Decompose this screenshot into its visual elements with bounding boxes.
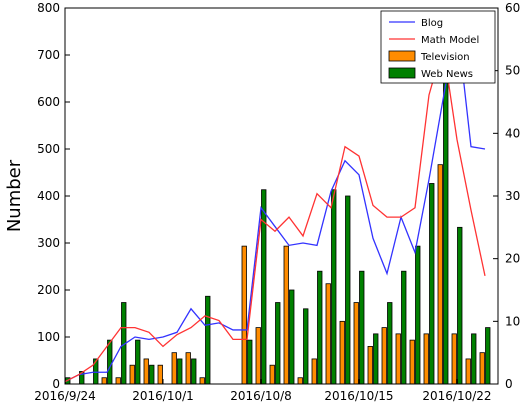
left-tick-label: 700 [37, 48, 60, 62]
bar-web-news [373, 333, 379, 385]
bar-web-news [317, 270, 323, 385]
bar-television [451, 333, 457, 385]
right-tick-label: 0 [505, 377, 513, 391]
x-tick-label: 2016/10/8 [230, 389, 292, 403]
bar-television [157, 364, 163, 385]
x-tick-label: 2016/10/15 [324, 389, 393, 403]
bar-web-news [485, 327, 491, 385]
bar-television [129, 364, 135, 385]
bar-television [437, 164, 443, 385]
legend-label-math-model: Math Model [421, 35, 479, 46]
legend-label-web-news: Web News [421, 69, 473, 80]
bar-web-news [457, 226, 463, 385]
bar-television [101, 377, 107, 385]
left-tick-label: 300 [37, 236, 60, 250]
bar-web-news [275, 302, 281, 385]
bar-television [199, 377, 205, 385]
right-tick-label: 60 [505, 1, 520, 15]
bar-television [171, 352, 177, 385]
bar-web-news [205, 295, 211, 385]
y-axis-label: Number [4, 159, 25, 232]
legend-label-blog: Blog [421, 18, 443, 29]
legend: Blog Math Model Television Web News [380, 10, 496, 84]
right-tick-label: 50 [505, 64, 520, 78]
bar-television [185, 352, 191, 385]
line-math-model [64, 45, 486, 383]
bar-television [283, 245, 289, 385]
legend-label-television: Television [420, 52, 470, 63]
left-tick-label: 800 [37, 1, 60, 15]
left-tick-label: 200 [37, 283, 60, 297]
right-tick-label: 40 [505, 126, 520, 140]
right-axis: 0 10 20 30 40 50 60 [493, 1, 520, 391]
bar-web-news [149, 364, 155, 385]
bar-television [143, 358, 149, 385]
x-tick-label: 2016/10/1 [132, 389, 194, 403]
bar-television [465, 358, 471, 385]
right-tick-label: 20 [505, 252, 520, 266]
left-tick-label: 0 [52, 377, 60, 391]
bar-television [339, 320, 345, 385]
left-tick-label: 600 [37, 95, 60, 109]
x-tick-label: 2016/9/24 [34, 389, 96, 403]
bar-television [395, 333, 401, 385]
left-axis: 0 100 200 300 400 500 600 700 800 [37, 1, 70, 391]
bar-television [297, 377, 303, 385]
bar-television [367, 345, 373, 385]
bar-television [381, 327, 387, 385]
bar-web-news [401, 270, 407, 385]
bar-television [115, 377, 121, 385]
bar-television [479, 352, 485, 385]
bar-web-news [331, 189, 337, 385]
bar-television [325, 283, 331, 385]
bar-web-news [107, 339, 113, 385]
bar-web-news [177, 358, 183, 385]
legend-swatch-web-news [388, 67, 416, 79]
left-tick-label: 500 [37, 142, 60, 156]
bar-web-news [303, 308, 309, 385]
left-tick-label: 400 [37, 189, 60, 203]
bar-web-news [359, 270, 365, 385]
bar-web-news [247, 339, 253, 385]
bar-web-news [429, 183, 435, 385]
right-tick-label: 10 [505, 314, 520, 328]
bar-television [255, 327, 261, 385]
line-blog [64, 21, 486, 383]
right-tick-label: 30 [505, 189, 520, 203]
x-axis: 2016/9/24 2016/10/1 2016/10/8 2016/10/15 201… [34, 379, 492, 403]
bar-web-news [289, 289, 295, 385]
bar-television [269, 364, 275, 385]
legend-swatch-television [388, 50, 416, 62]
bar-series-group [65, 51, 491, 385]
bar-web-news [345, 195, 351, 385]
bar-television [409, 339, 415, 385]
x-tick-label: 2016/10/22 [422, 389, 491, 403]
bar-web-news [471, 333, 477, 385]
line-series-group [64, 21, 486, 383]
bar-web-news [443, 51, 449, 385]
bar-web-news [415, 245, 421, 385]
bar-television [241, 245, 247, 385]
bar-television [423, 333, 429, 385]
bar-web-news [135, 339, 141, 385]
bar-web-news [261, 189, 267, 385]
bar-web-news [191, 358, 197, 385]
left-tick-label: 100 [37, 330, 60, 344]
bar-television [353, 302, 359, 385]
bar-web-news [387, 302, 393, 385]
bar-television [311, 358, 317, 385]
